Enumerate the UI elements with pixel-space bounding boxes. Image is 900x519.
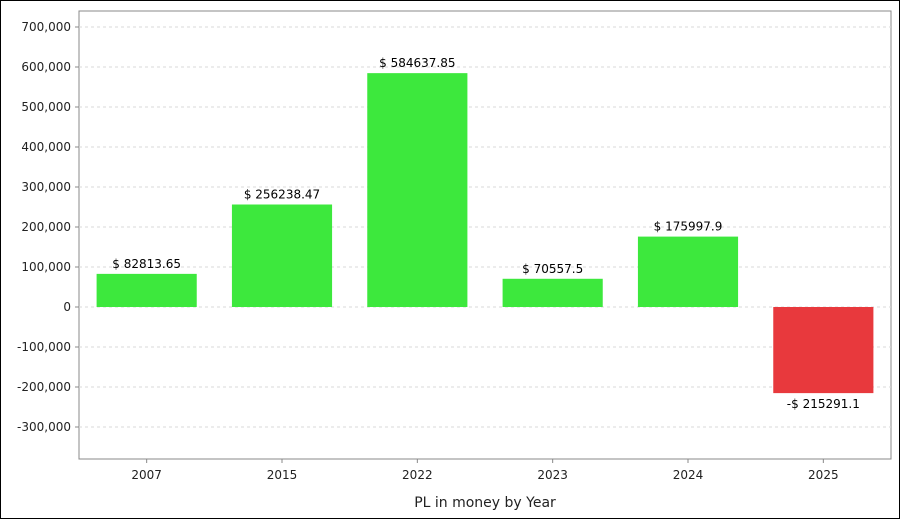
data-label-2007: $ 82813.65 xyxy=(112,257,181,271)
x-tick-label-2022: 2022 xyxy=(402,468,433,482)
data-label-2025: -$ 215291.1 xyxy=(787,397,860,411)
x-tick-label-2025: 2025 xyxy=(808,468,839,482)
data-label-2015: $ 256238.47 xyxy=(244,188,320,202)
bar-2022 xyxy=(367,73,468,307)
data-labels: $ 82813.65 $ 256238.47 $ 584637.85 $ 70557.… xyxy=(112,56,860,411)
x-axis: 2007 2015 2022 2023 2024 2025 xyxy=(131,459,839,482)
bar-2023 xyxy=(502,278,603,307)
bars xyxy=(96,73,874,394)
y-tick-label: 100,000 xyxy=(21,260,71,274)
bar-2025 xyxy=(773,307,874,394)
y-tick-label: 700,000 xyxy=(21,20,71,34)
y-tick-label: 200,000 xyxy=(21,220,71,234)
data-label-2022: $ 584637.85 xyxy=(379,56,455,70)
y-tick-label: -100,000 xyxy=(17,340,71,354)
x-tick-label-2007: 2007 xyxy=(131,468,162,482)
y-tick-label: 500,000 xyxy=(21,100,71,114)
y-tick-label: 300,000 xyxy=(21,180,71,194)
y-tick-label: -300,000 xyxy=(17,420,71,434)
y-tick-label: 400,000 xyxy=(21,140,71,154)
bar-2024 xyxy=(637,236,739,307)
y-axis: -300,000 -200,000 -100,000 0 100,000 200,000 3… xyxy=(17,20,79,434)
bar-2015 xyxy=(231,204,333,307)
x-tick-label-2023: 2023 xyxy=(537,468,568,482)
plot-area xyxy=(78,10,892,460)
x-tick-label-2015: 2015 xyxy=(267,468,298,482)
y-tick-label: 600,000 xyxy=(21,60,71,74)
y-tick-label: 0 xyxy=(63,300,71,314)
bar-2007 xyxy=(96,273,197,307)
y-tick-label: -200,000 xyxy=(17,380,71,394)
x-tick-label-2024: 2024 xyxy=(673,468,704,482)
x-axis-title: PL in money by Year xyxy=(414,495,556,511)
data-label-2023: $ 70557.5 xyxy=(522,262,583,276)
data-label-2024: $ 175997.9 xyxy=(654,220,723,234)
